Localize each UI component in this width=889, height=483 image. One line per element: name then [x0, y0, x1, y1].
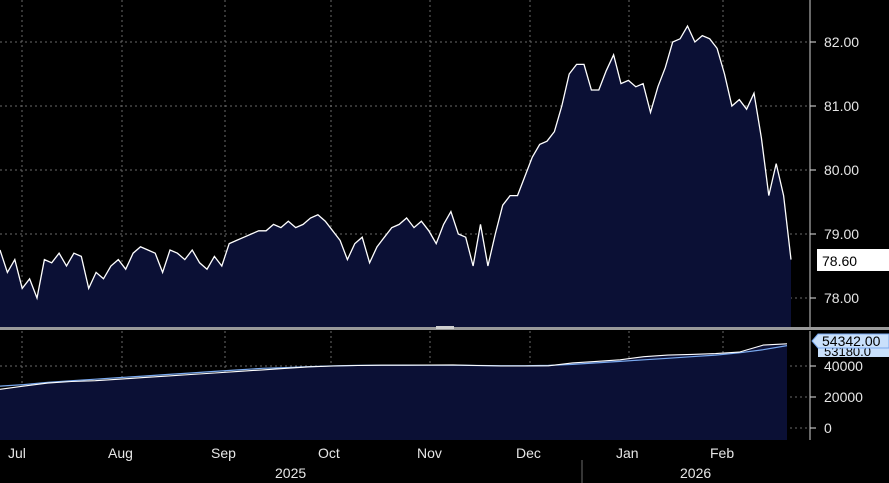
month-label-jul: Jul	[8, 445, 26, 461]
volume-last-label-box	[811, 333, 889, 349]
x-axis: Jul Aug Sep Oct Nov Dec Jan Feb 2025 202…	[8, 445, 734, 483]
volume-last-labels: 53180.0 54342.00	[811, 333, 889, 359]
volume-area-fill	[0, 343, 787, 440]
volume-last-label-text: 54342.00	[822, 333, 881, 349]
volume-panel: 40000 20000 0 53180.0 54342.00	[0, 331, 889, 440]
month-label-aug: Aug	[108, 445, 133, 461]
price-tick-label-4: 78.00	[824, 290, 859, 306]
price-y-axis: 82.00 81.00 80.00 79.00 78.00	[809, 0, 859, 327]
price-series-line	[0, 24, 792, 301]
volume-y-axis: 40000 20000 0	[809, 331, 863, 440]
volume-tick-label-1: 20000	[824, 389, 863, 405]
volume-tick-label-0: 40000	[824, 358, 863, 374]
month-label-nov: Nov	[417, 445, 442, 461]
last-price-label: 78.60	[817, 249, 889, 271]
month-label-dec: Dec	[516, 445, 541, 461]
panel-resize-handle[interactable]	[436, 326, 454, 329]
year-label-2026: 2026	[680, 465, 711, 481]
volume-tick-label-2: 0	[824, 420, 832, 436]
price-panel: 82.00 81.00 80.00 79.00 78.00 78.60	[0, 0, 889, 327]
month-label-sep: Sep	[211, 445, 236, 461]
month-label-jan: Jan	[616, 445, 639, 461]
last-price-label-text: 78.60	[822, 253, 857, 269]
volume-series-1-line	[0, 343, 788, 390]
price-tick-label-3: 79.00	[824, 226, 859, 242]
last-price-label-box	[817, 249, 889, 271]
month-label-oct: Oct	[318, 445, 340, 461]
price-tick-label-0: 82.00	[824, 34, 859, 50]
price-tick-label-2: 80.00	[824, 162, 859, 178]
price-tick-label-1: 81.00	[824, 98, 859, 114]
price-area-fill	[0, 26, 791, 327]
year-label-2025: 2025	[275, 465, 306, 481]
month-label-feb: Feb	[710, 445, 734, 461]
